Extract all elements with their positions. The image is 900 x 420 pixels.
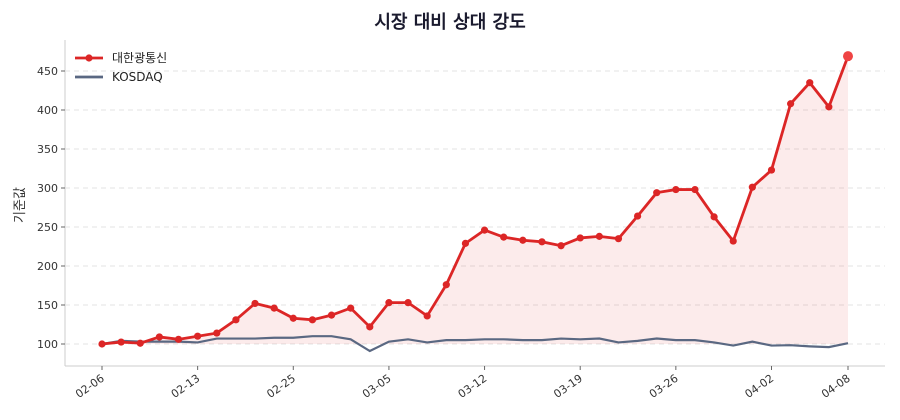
data-point (136, 339, 144, 347)
chart-title: 시장 대비 상대 강도 (374, 12, 526, 33)
data-point (538, 238, 546, 246)
x-tick-label: 03-05 (360, 372, 394, 401)
y-tick-label: 200 (37, 260, 58, 273)
data-point (748, 183, 756, 191)
data-point (385, 299, 393, 307)
data-point (194, 332, 202, 340)
y-tick-label: 300 (37, 182, 58, 195)
data-point (270, 304, 278, 312)
series-line (101, 335, 849, 353)
data-point (653, 189, 661, 197)
data-point (710, 213, 718, 221)
x-tick-label: 02-13 (169, 372, 203, 401)
x-tick-label: 02-25 (264, 372, 298, 401)
data-point (327, 311, 336, 319)
data-point (251, 299, 259, 308)
data-point (289, 314, 297, 322)
data-point (117, 338, 125, 346)
x-tick-label: 03-12 (456, 372, 490, 401)
data-point (729, 237, 737, 245)
series-line (101, 55, 850, 346)
y-tick-label: 400 (37, 104, 58, 117)
x-tick-label: 04-08 (819, 372, 853, 401)
x-tick-label: 04-02 (743, 372, 777, 401)
y-tick-label: 350 (37, 143, 58, 156)
data-point (843, 51, 853, 62)
data-point (404, 299, 412, 307)
data-point (806, 79, 814, 87)
data-point (787, 100, 795, 108)
data-point (174, 335, 183, 343)
data-point (366, 323, 374, 331)
legend-marker (85, 54, 93, 62)
data-point (500, 233, 508, 241)
x-tick-label: 03-26 (647, 372, 681, 401)
data-point (423, 312, 431, 320)
data-point (633, 212, 642, 220)
data-point (767, 166, 776, 174)
data-point (825, 103, 833, 111)
data-point (98, 340, 106, 348)
data-point (557, 242, 565, 250)
data-point (519, 236, 527, 244)
data-point (595, 232, 603, 240)
data-point (614, 235, 623, 243)
y-tick-label: 150 (37, 299, 58, 312)
data-point (672, 185, 680, 194)
x-tick-label: 02-06 (73, 372, 107, 401)
x-tick-label: 03-19 (551, 372, 585, 401)
data-point (442, 281, 450, 289)
data-point (155, 333, 163, 341)
data-point (576, 234, 584, 242)
legend-label: 대한광통신 (112, 51, 167, 65)
data-point (691, 185, 699, 194)
data-point (461, 239, 470, 247)
data-point (213, 329, 221, 337)
data-point (232, 316, 240, 324)
y-tick-label: 250 (37, 221, 58, 234)
y-tick-label: 100 (37, 338, 58, 351)
legend-label: KOSDAQ (112, 70, 163, 84)
data-point (308, 316, 317, 324)
y-axis-label: 기준값 (13, 187, 28, 223)
data-point (347, 304, 355, 312)
data-point (480, 226, 489, 234)
area-fill (102, 56, 848, 345)
y-tick-label: 450 (37, 65, 58, 78)
